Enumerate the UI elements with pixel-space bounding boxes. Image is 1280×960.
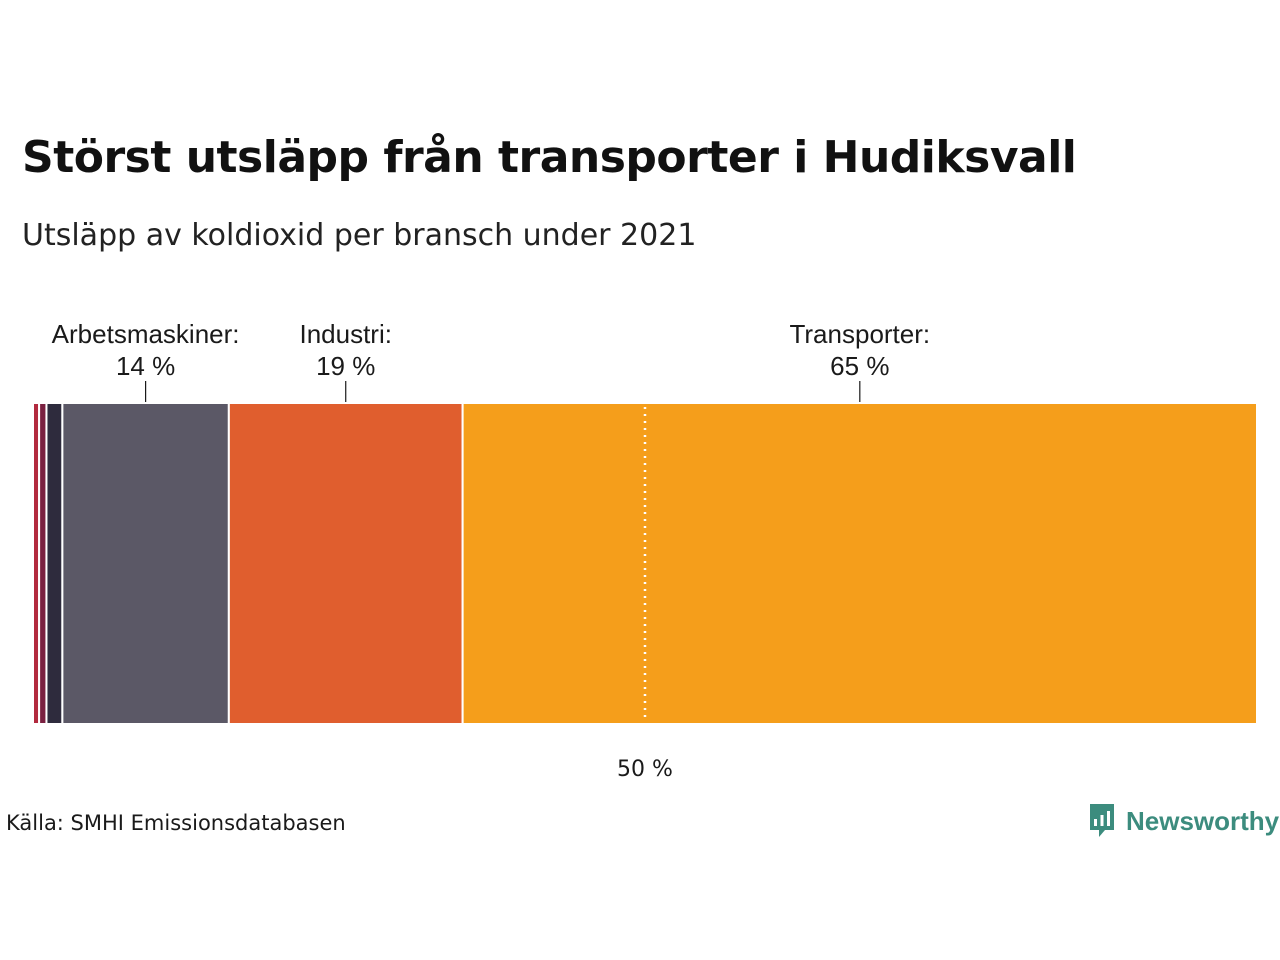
bar-segment	[45, 402, 64, 725]
bar-segment	[461, 402, 1258, 725]
segment-value-label: 65 %	[830, 351, 889, 381]
segment-value-label: 19 %	[316, 351, 375, 381]
segment-category-label: Arbetsmaskiner:	[52, 319, 240, 349]
bar-segment	[227, 402, 464, 725]
bar-segment	[61, 402, 230, 725]
chart-title: Störst utsläpp från transporter i Hudiks…	[22, 132, 1077, 183]
source-note: Källa: SMHI Emissionsdatabasen	[6, 811, 346, 835]
segment-category-label: Industri:	[299, 319, 392, 349]
bar-segment	[38, 402, 48, 725]
segment-category-label: Transporter:	[789, 319, 930, 349]
newsworthy-logo-icon	[1090, 804, 1114, 837]
brand-logo: Newsworthy	[1088, 802, 1279, 840]
brand-name: Newsworthy	[1126, 805, 1280, 836]
stacked-bar-chart: Arbetsmaskiner:14 % Industri:19 % Transpor…	[32, 319, 1258, 782]
segment-value-label: 14 %	[116, 351, 175, 381]
chart-subtitle: Utsläpp av koldioxid per bransch under 2…	[22, 218, 697, 253]
reference-label: 50 %	[617, 757, 673, 782]
